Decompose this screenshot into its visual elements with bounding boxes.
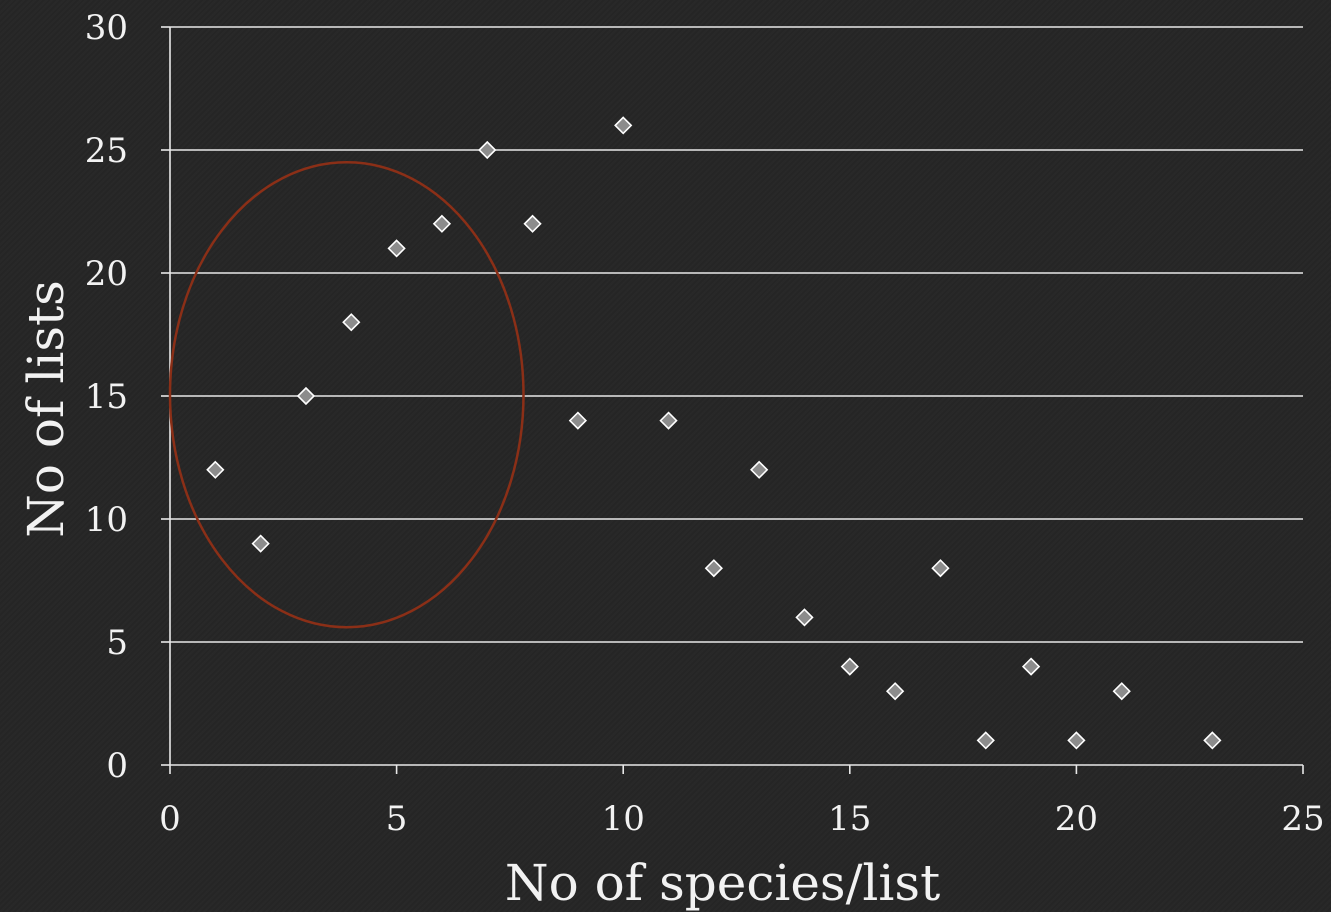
data-point <box>387 239 406 258</box>
y-tick-label: 0 <box>106 746 128 786</box>
tick-labels: 0 5 10 15 20 25 30 0 5 10 15 20 25 <box>85 8 1325 839</box>
data-point <box>1021 657 1041 676</box>
x-tick-label: 0 <box>159 799 181 839</box>
data-point <box>1067 731 1086 750</box>
y-tick-label: 30 <box>85 8 128 48</box>
data-point <box>885 682 905 701</box>
y-tick-label: 10 <box>85 500 128 540</box>
data-points <box>206 116 1222 750</box>
x-axis-title: No of species/list <box>505 854 940 912</box>
annotation-ellipse <box>168 161 525 629</box>
data-point <box>795 608 814 627</box>
data-point <box>931 559 950 578</box>
data-point <box>206 460 225 479</box>
data-point <box>296 386 316 406</box>
gridlines <box>170 26 1303 643</box>
axes <box>161 26 1304 774</box>
data-point <box>342 313 361 332</box>
x-tick-label: 25 <box>1281 799 1324 839</box>
x-tick-label: 20 <box>1055 799 1098 839</box>
y-tick-label: 15 <box>85 377 128 417</box>
data-point <box>840 657 859 676</box>
data-point <box>251 534 270 553</box>
data-point <box>478 140 497 160</box>
data-point <box>614 116 633 135</box>
x-tick-label: 5 <box>386 799 408 839</box>
annotations <box>168 161 525 629</box>
data-point <box>659 411 678 430</box>
y-tick-label: 20 <box>85 254 128 294</box>
data-point <box>523 214 542 233</box>
y-axis-title: No of lists <box>17 280 75 538</box>
x-tick-label: 10 <box>602 799 645 839</box>
data-point <box>568 411 588 430</box>
data-point <box>750 460 769 479</box>
data-point <box>704 559 723 578</box>
y-tick-label: 5 <box>106 623 128 663</box>
y-tick-label: 25 <box>85 131 128 171</box>
data-point <box>432 214 452 233</box>
x-tick-label: 15 <box>828 799 871 839</box>
data-point <box>1203 731 1222 750</box>
data-point <box>976 731 995 750</box>
data-point <box>1112 682 1131 701</box>
